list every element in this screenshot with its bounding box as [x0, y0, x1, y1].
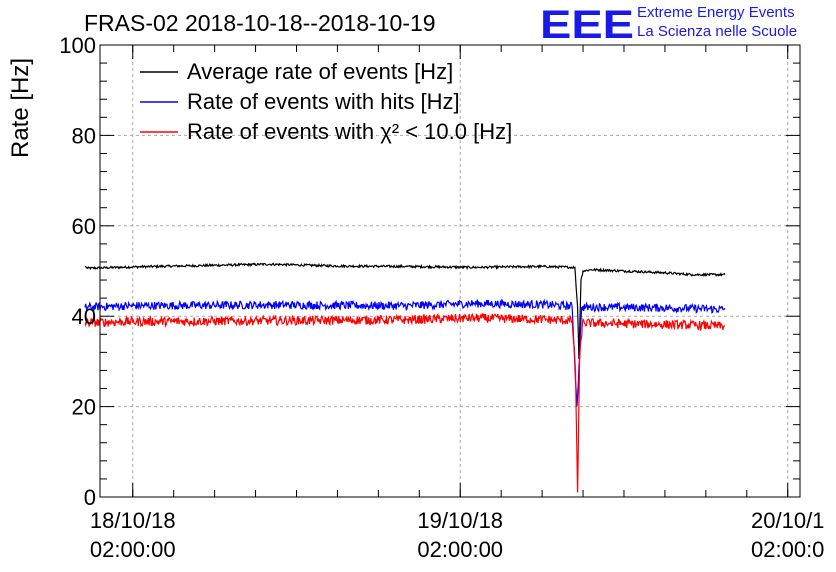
legend-label-1: Average rate of events [Hz] — [187, 59, 453, 84]
y-tick-label: 80 — [72, 123, 96, 148]
x-tick-label-date: 20/10/1 — [751, 508, 824, 533]
axes: 0 20 40 60 80 100 18/10/18 02:00:00 19/10/18 02:0… — [59, 33, 824, 562]
series-line-2 — [84, 298, 726, 407]
logo-line-1: Extreme Energy Events — [637, 4, 795, 21]
series-group — [84, 262, 726, 493]
series-line-3 — [84, 313, 726, 493]
y-tick-label: 60 — [72, 214, 96, 239]
series-line-1 — [84, 262, 726, 360]
x-tick-label-date: 19/10/18 — [417, 508, 503, 533]
x-tick-label-time: 02:00:0 — [751, 537, 824, 562]
legend-label-2: Rate of events with hits [Hz] — [187, 89, 460, 114]
legend-label-3: Rate of events with χ² < 10.0 [Hz] — [187, 119, 512, 144]
grid — [100, 45, 800, 497]
chart-title: FRAS-02 2018-10-18--2018-10-19 — [84, 10, 436, 36]
eee-logo-icon: EEE — [540, 4, 634, 42]
x-tick-label-date: 18/10/18 — [90, 508, 176, 533]
y-tick-label: 40 — [72, 304, 96, 329]
x-tick-label-time: 02:00:00 — [90, 537, 176, 562]
logo-line-2: La Scienza nelle Scuole — [637, 23, 798, 40]
legend: Average rate of events [Hz] Rate of event… — [140, 59, 512, 144]
y-tick-label: 20 — [72, 395, 96, 420]
plot-frame — [99, 44, 801, 498]
x-tick-label-time: 02:00:00 — [417, 537, 503, 562]
y-tick-label: 0 — [84, 485, 96, 510]
logo-caption: Extreme Energy Events La Scienza nelle S… — [637, 3, 797, 41]
eee-logo-letters: EEE — [540, 4, 634, 42]
y-tick-label: 100 — [59, 33, 96, 58]
y-axis-label: Rate [Hz] — [7, 58, 34, 158]
